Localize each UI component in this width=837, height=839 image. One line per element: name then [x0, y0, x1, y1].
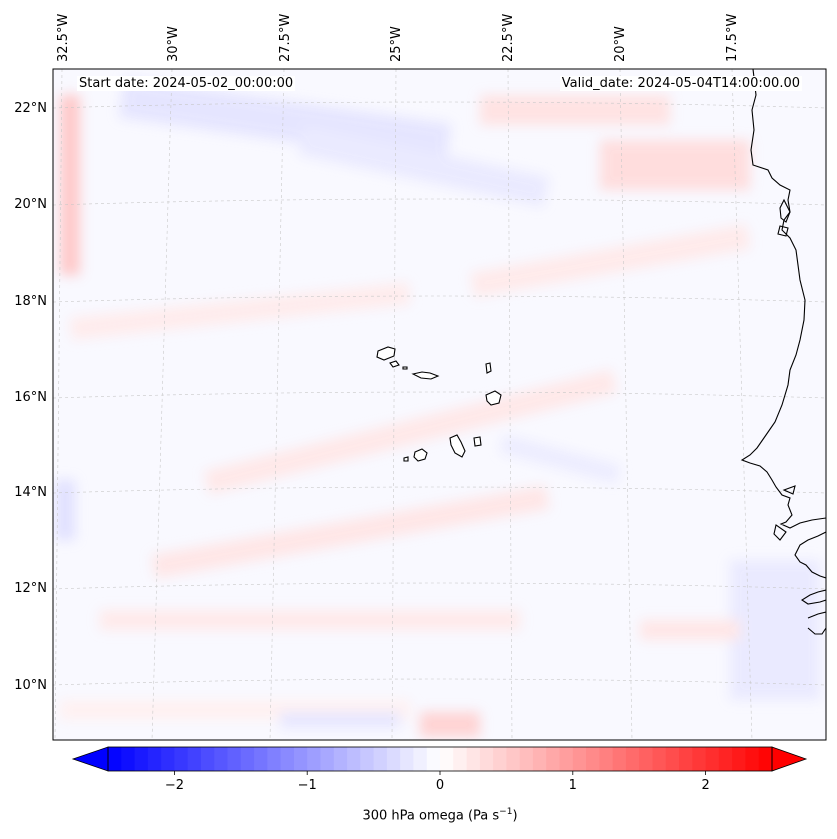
colorbar-band	[493, 747, 507, 771]
map-panel[interactable]	[53, 69, 826, 740]
colorbar-band	[347, 747, 361, 771]
colorbar-band	[400, 747, 414, 771]
colorbar-band	[758, 747, 773, 771]
start-date-label: Start date: 2024-05-02_00:00:00	[77, 76, 296, 91]
lat-tick-label: 10°N	[14, 678, 47, 693]
colorbar-label-close: )	[512, 808, 518, 824]
colorbar-band	[147, 747, 162, 771]
colorbar-band	[705, 747, 720, 771]
colorbar-band	[506, 747, 521, 771]
colorbar-band	[426, 747, 441, 771]
colorbar-band	[519, 747, 534, 771]
colorbar-band	[665, 747, 680, 771]
island-sal	[485, 362, 492, 374]
island-santa-luzia	[402, 366, 408, 370]
colorbar-band	[692, 747, 707, 771]
lat-tick-label: 14°N	[14, 485, 47, 500]
lat-tick-label: 18°N	[14, 294, 47, 309]
island-santiago	[449, 434, 466, 458]
colorbar-band	[413, 747, 428, 771]
colorbar-band	[679, 747, 693, 771]
colorbar-band	[174, 747, 189, 771]
colorbar-bands	[108, 747, 773, 771]
colorbar-band	[652, 747, 667, 771]
colorbar-band	[440, 747, 454, 771]
colorbar-band	[718, 747, 733, 771]
island-sao-nicolau	[411, 371, 440, 380]
colorbar-label-exponent: −1	[499, 807, 513, 817]
colorbar-ticks: −2 −1 0 1 2	[165, 771, 710, 793]
colorbar-band	[546, 747, 561, 771]
colorbar-tick-label: 2	[701, 778, 709, 793]
colorbar-band	[453, 747, 468, 771]
island-brava	[403, 456, 409, 462]
colorbar-band	[572, 747, 587, 771]
lat-tick-label: 22°N	[14, 101, 47, 116]
colorbar-band	[187, 747, 202, 771]
colorbar-band	[267, 747, 282, 771]
colorbar-band	[745, 747, 760, 771]
colorbar-label-text: 300 hPa omega (Pa s	[362, 808, 500, 824]
lat-tick-labels: 22°N 20°N 18°N 16°N 14°N 12°N 10°N	[14, 101, 47, 693]
lon-tick-label: 27.5°W	[278, 14, 293, 62]
colorbar-band	[639, 747, 653, 771]
colorbar-band	[320, 747, 335, 771]
lon-tick-label: 22.5°W	[501, 14, 516, 62]
lon-tick-label: 20°W	[613, 26, 628, 62]
colorbar-band	[214, 747, 229, 771]
colorbar-band	[732, 747, 746, 771]
colorbar-band	[293, 747, 308, 771]
colorbar-band	[108, 747, 122, 771]
gridlines	[53, 69, 826, 740]
colorbar-band	[625, 747, 640, 771]
island-maio	[473, 436, 482, 447]
colorbar-band	[307, 747, 321, 771]
colorbar-band	[333, 747, 348, 771]
colorbar-band	[586, 747, 600, 771]
colorbar-label: 300 hPa omega (Pa s−1)	[0, 807, 837, 823]
colorbar-band	[360, 747, 375, 771]
colorbar-band	[599, 747, 614, 771]
colorbar-extend-high	[771, 746, 808, 772]
colorbar-tick-label: 0	[436, 778, 444, 793]
lat-tick-label: 20°N	[14, 197, 47, 212]
island-santo-antao	[376, 346, 396, 361]
cape-verde-islands	[376, 346, 502, 462]
colorbar-band	[559, 747, 574, 771]
colorbar-band	[612, 747, 627, 771]
colorbar-tick-label: −1	[298, 778, 317, 793]
valid-date-label: Valid_date: 2024-05-04T14:00:00.00	[559, 76, 802, 91]
omega-field	[55, 77, 820, 737]
island-boa-vista	[485, 390, 502, 406]
lon-tick-label: 25°W	[389, 26, 404, 62]
lon-tick-label: 17.5°W	[725, 14, 740, 62]
colorbar-band	[373, 747, 388, 771]
lon-tick-label: 30°W	[166, 26, 181, 62]
colorbar-band	[479, 747, 494, 771]
colorbar-tick-label: 1	[569, 778, 577, 793]
colorbar-band	[386, 747, 401, 771]
colorbar-band	[240, 747, 255, 771]
lon-tick-labels: 32.5°W 30°W 27.5°W 25°W 22.5°W 20°W 17.5…	[56, 14, 740, 62]
colorbar-band	[280, 747, 295, 771]
island-fogo	[413, 448, 428, 462]
colorbar-band	[161, 747, 175, 771]
colorbar-band	[254, 747, 268, 771]
colorbar-band	[227, 747, 242, 771]
coastline	[740, 69, 826, 635]
map-frame	[52, 68, 827, 741]
colorbar-tick-label: −2	[165, 778, 184, 793]
colorbar-band	[200, 747, 215, 771]
colorbar: −2 −1 0 1 2	[71, 746, 808, 793]
colorbar-band	[121, 747, 136, 771]
colorbar-extend-low	[71, 746, 109, 772]
island-sao-vicente	[389, 360, 400, 368]
lat-tick-label: 12°N	[14, 581, 47, 596]
lon-tick-label: 32.5°W	[56, 14, 71, 62]
colorbar-band	[532, 747, 547, 771]
colorbar-band	[466, 747, 481, 771]
lat-tick-label: 16°N	[14, 390, 47, 405]
colorbar-band	[134, 747, 149, 771]
